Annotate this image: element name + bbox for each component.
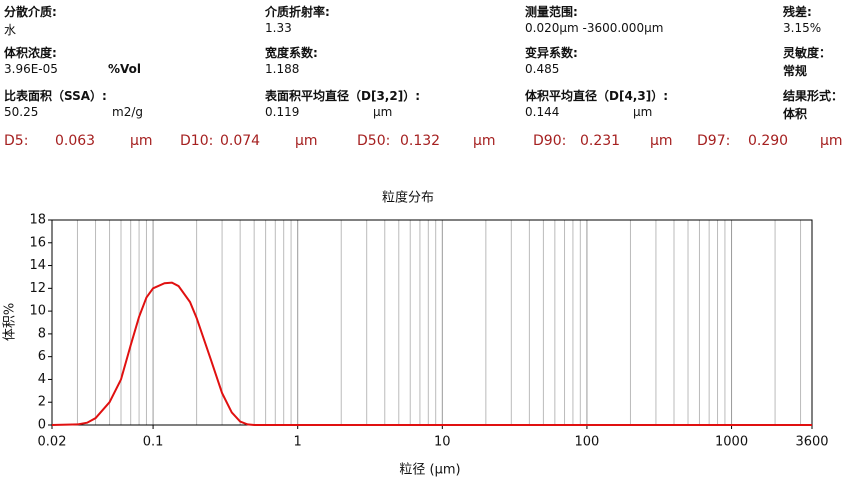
x-tick-label: 1 — [294, 435, 302, 450]
x-tick-label: 100 — [575, 435, 600, 450]
field-label: 分散介质: — [4, 5, 57, 19]
plot-frame — [51, 219, 813, 426]
d-unit: μm — [820, 133, 843, 149]
field-value: 3.96E-05 — [4, 62, 58, 76]
y-axis-label: 体积% — [3, 303, 18, 341]
x-axis-label: 粒径 (μm) — [399, 463, 460, 478]
field-unit: m2/g — [112, 105, 143, 119]
chart-title: 粒度分布 — [382, 190, 434, 206]
d-unit: μm — [650, 133, 673, 149]
field-value: 1.33 — [265, 21, 292, 35]
x-tick-label: 0.02 — [38, 435, 67, 450]
x-tick-label: 1000 — [715, 435, 748, 450]
d-unit: μm — [130, 133, 153, 149]
x-tick-label: 10 — [434, 435, 451, 450]
field-unit: μm — [633, 105, 653, 119]
y-tick-label: 14 — [29, 258, 46, 273]
y-tick-label: 18 — [29, 213, 46, 228]
field-value: 0.485 — [525, 62, 560, 76]
field-label: 结果形式： — [783, 89, 844, 103]
field-value: 1.188 — [265, 62, 300, 76]
d-value: 0.074 — [220, 133, 261, 149]
d-value: 0.231 — [580, 133, 621, 149]
field-unit: μm — [373, 105, 393, 119]
y-tick-label: 16 — [29, 235, 46, 250]
y-tick-label: 2 — [38, 395, 46, 410]
d-label: D50: — [357, 133, 391, 149]
y-tick-label: 8 — [38, 326, 46, 341]
field-label: 残差: — [783, 5, 812, 19]
field-label: 宽度系数: — [265, 46, 318, 60]
d-label: D5: — [4, 133, 29, 149]
field-value: 50.25 — [4, 105, 39, 119]
field-value: 0.119 — [265, 105, 300, 119]
d-label: D90: — [533, 133, 567, 149]
field-unit: %Vol — [108, 62, 142, 76]
d-value: 0.290 — [748, 133, 789, 149]
y-tick-label: 10 — [29, 304, 46, 319]
d-unit: μm — [473, 133, 496, 149]
field-label: 体积平均直径（D[4,3]）: — [525, 89, 668, 103]
field-label: 介质折射率: — [265, 5, 330, 19]
field-value: 体积 — [783, 107, 808, 121]
field-label: 比表面积（SSA）: — [4, 89, 107, 103]
field-label: 变异系数: — [525, 46, 578, 60]
field-label: 测量范围: — [525, 5, 578, 19]
field-value: 0.020μm -3600.000μm — [525, 21, 664, 35]
field-label: 表面积平均直径（D[3,2]）: — [265, 89, 420, 103]
d-label: D10: — [180, 133, 214, 149]
d-value: 0.063 — [55, 133, 96, 149]
field-value: 0.144 — [525, 105, 560, 119]
line-series — [51, 281, 812, 426]
y-tick-label: 6 — [38, 349, 46, 364]
d-value: 0.132 — [400, 133, 441, 149]
d-label: D97: — [697, 133, 731, 149]
field-value: 常规 — [783, 64, 808, 78]
field-label: 体积浓度: — [4, 46, 57, 60]
field-label: 灵敏度： — [783, 46, 832, 60]
y-tick-label: 0 — [38, 418, 46, 433]
d-unit: μm — [295, 133, 318, 149]
y-tick-label: 4 — [38, 372, 46, 387]
field-value: 水 — [4, 23, 17, 37]
field-value: 3.15% — [783, 21, 822, 35]
x-tick-label: 3600 — [795, 435, 828, 450]
y-tick-label: 12 — [29, 281, 46, 296]
x-tick-label: 0.1 — [143, 435, 164, 450]
